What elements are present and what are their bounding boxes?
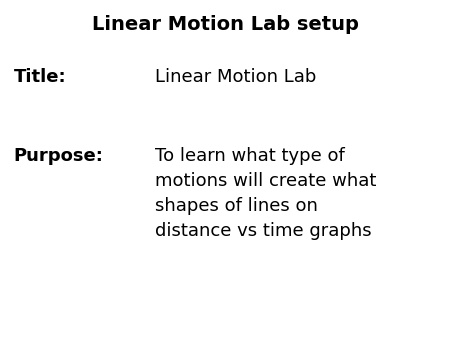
Text: To learn what type of
motions will create what
shapes of lines on
distance vs ti: To learn what type of motions will creat… [155,147,377,240]
Text: Linear Motion Lab: Linear Motion Lab [155,68,317,86]
Text: Linear Motion Lab setup: Linear Motion Lab setup [91,15,359,34]
Text: Title:: Title: [14,68,66,86]
Text: Purpose:: Purpose: [14,147,104,165]
